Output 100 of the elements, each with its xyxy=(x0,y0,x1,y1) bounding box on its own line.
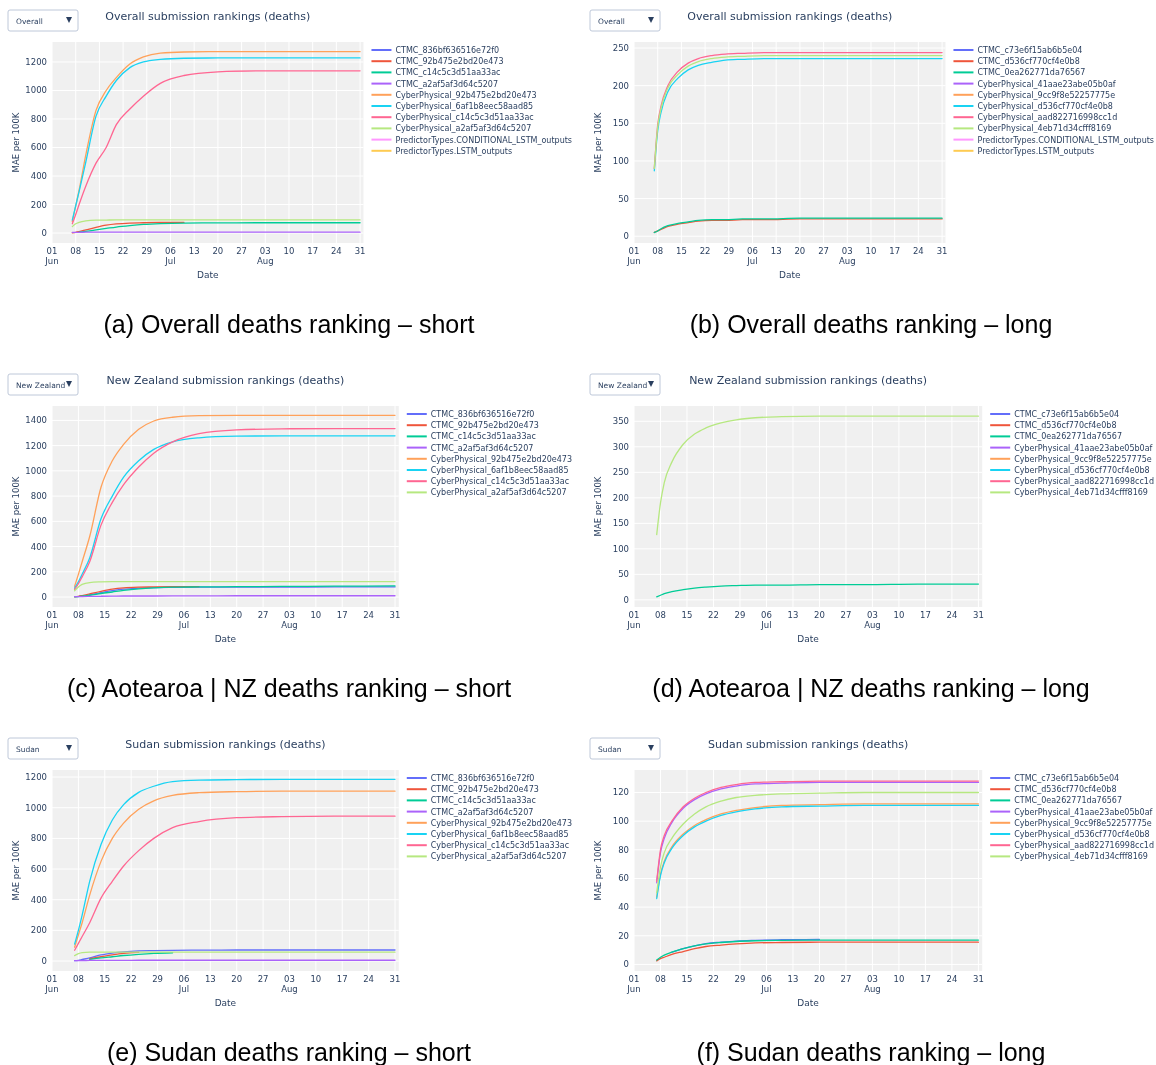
x-tick-label: 22 xyxy=(125,974,137,984)
legend-label: CTMC_c14c5c3d51aa33ac xyxy=(430,796,536,806)
x-tick-label: 03 Aug xyxy=(256,246,274,266)
legend-label: CyberPhysical_41aae23abe05b0af xyxy=(977,79,1116,89)
y-tick-label: 800 xyxy=(30,491,47,502)
x-tick-label: 29 xyxy=(723,246,735,256)
x-tick-label: 20 xyxy=(212,246,224,256)
y-tick-label: 600 xyxy=(30,142,47,153)
y-axis-title: MAE per 100K xyxy=(593,112,603,173)
y-tick-label: 80 xyxy=(618,844,629,855)
legend-label: CyberPhysical_a2af5af3d64c5207 xyxy=(395,124,532,134)
y-axis-title: MAE per 100K xyxy=(11,476,21,537)
legend-label: CTMC_c14c5c3d51aa33ac xyxy=(430,432,536,442)
x-tick-label: 10 xyxy=(865,246,877,256)
y-tick-label: 20 xyxy=(618,930,629,941)
legend-label: PredictorTypes.CONDITIONAL_LSTM_outputs xyxy=(977,135,1154,145)
line-series xyxy=(71,219,361,228)
y-tick-label: 600 xyxy=(30,516,47,527)
x-tick-label: 08 xyxy=(652,246,664,256)
legend-label: CTMC_836bf636516e72f0 xyxy=(430,774,535,783)
line-series xyxy=(78,222,361,233)
line-series xyxy=(656,583,980,598)
x-tick-label: 17 xyxy=(336,610,348,620)
legend-label: PredictorTypes.LSTM_outputs xyxy=(977,146,1095,156)
x-tick-label: 27 xyxy=(236,246,247,256)
x-tick-label: 31 xyxy=(389,610,401,620)
x-tick-label: 20 xyxy=(814,610,825,620)
x-axis-title: Date xyxy=(797,634,820,644)
x-tick-label: 29 xyxy=(734,610,746,620)
legend-label: CyberPhysical_aad822716998cc1d xyxy=(977,113,1118,123)
x-tick-label: 03 Aug xyxy=(864,610,881,630)
legend-label: CyberPhysical_a2af5af3d64c5207 xyxy=(430,488,567,498)
legend-label: CTMC_0ea262771da76567 xyxy=(977,68,1086,78)
y-tick-label: 1000 xyxy=(25,85,47,96)
legend-label: CyberPhysical_92b475e2bd20e473 xyxy=(430,818,572,828)
y-tick-label: 1400 xyxy=(25,415,47,426)
y-axis-title: MAE per 100K xyxy=(593,840,603,901)
text: (c) Aotearoa | NZ deaths ranking – short xyxy=(66,674,512,702)
x-tick-label: 17 xyxy=(920,974,931,984)
x-axis-title: Date xyxy=(797,998,820,1008)
line-series xyxy=(656,415,980,536)
legend-label: CyberPhysical_d536cf770cf4e0b8 xyxy=(977,102,1113,111)
line-series xyxy=(73,580,396,592)
x-tick-label: 29 xyxy=(152,974,163,984)
legend-label: CyberPhysical_aad822716998cc1d xyxy=(1014,477,1154,487)
x-tick-label: 06 Jul xyxy=(177,974,190,994)
x-tick-label: 15 xyxy=(681,974,693,984)
y-tick-label: 800 xyxy=(30,833,47,844)
legend-label: CyberPhysical_a2af5af3d64c5207 xyxy=(430,852,567,862)
y-tick-label: 0 xyxy=(623,594,629,605)
y-tick-label: 0 xyxy=(623,231,629,242)
x-tick-label: 15 xyxy=(681,610,693,620)
x-axis-title: Date xyxy=(214,634,237,644)
x-tick-label: 13 xyxy=(787,610,799,620)
x-tick-label: 13 xyxy=(770,246,782,256)
x-tick-label: 31 xyxy=(972,974,984,984)
y-tick-label: 1000 xyxy=(25,802,47,813)
y-tick-label: 100 xyxy=(612,155,629,166)
legend-label: CTMC_c73e6f15ab6b5e04 xyxy=(977,46,1083,55)
x-axis-title: Date xyxy=(196,270,219,280)
y-tick-label: 200 xyxy=(30,925,47,936)
y-tick-label: 800 xyxy=(30,113,47,124)
x-tick-label: 13 xyxy=(787,974,799,984)
legend-label: CyberPhysical_6af1b8eec58aad85 xyxy=(430,466,569,475)
x-tick-label: 01 Jun xyxy=(44,974,59,994)
x-tick-label: 17 xyxy=(920,610,931,620)
x-tick-label: 17 xyxy=(336,974,348,984)
legend-label: CTMC_a2af5af3d64c5207 xyxy=(395,79,499,89)
x-tick-label: 29 xyxy=(141,246,153,256)
x-tick-label: 22 xyxy=(699,246,711,256)
x-tick-label: 03 Aug xyxy=(864,974,881,994)
legend-label: CyberPhysical_4eb71d34cfff8169 xyxy=(977,124,1112,134)
x-tick-label: 08 xyxy=(72,610,84,620)
x-tick-label: 06 Jul xyxy=(760,974,772,994)
legend-label: CTMC_0ea262771da76567 xyxy=(1014,432,1123,442)
x-tick-label: 27 xyxy=(257,974,269,984)
x-tick-label: 06 Jul xyxy=(746,246,758,266)
chart-title: New Zealand submission rankings (deaths) xyxy=(106,374,345,387)
legend-label: CTMC_92b475e2bd20e473 xyxy=(430,421,539,431)
x-tick-label: 10 xyxy=(893,974,905,984)
legend-label: PredictorTypes.CONDITIONAL_LSTM_outputs xyxy=(395,135,572,145)
x-tick-label: 27 xyxy=(818,246,829,256)
x-tick-label: 08 xyxy=(655,974,666,984)
y-tick-label: 400 xyxy=(30,541,47,552)
legend-label: CyberPhysical_4eb71d34cfff8169 xyxy=(1014,488,1148,498)
x-tick-label: 31 xyxy=(354,246,366,256)
y-tick-label: 50 xyxy=(618,193,629,204)
x-tick-label: 01 Jun xyxy=(44,246,59,266)
legend-label: CTMC_a2af5af3d64c5207 xyxy=(430,807,534,817)
y-tick-label: 0 xyxy=(41,228,47,239)
y-tick-label: 250 xyxy=(612,467,629,478)
x-tick-label: 01 Jun xyxy=(626,610,641,630)
legend-label: CyberPhysical_9cc9f8e52257775e xyxy=(977,90,1116,100)
x-tick-label: 03 Aug xyxy=(838,246,856,266)
x-tick-label: 27 xyxy=(840,974,852,984)
legend-label: CTMC_d536cf770cf4e0b8 xyxy=(1014,785,1117,795)
x-tick-label: 08 xyxy=(655,610,666,620)
chart-title: Overall submission rankings (deaths) xyxy=(687,10,893,23)
y-tick-label: 60 xyxy=(618,873,629,884)
legend-label: CyberPhysical_c14c5c3d51aa33ac xyxy=(395,113,534,123)
